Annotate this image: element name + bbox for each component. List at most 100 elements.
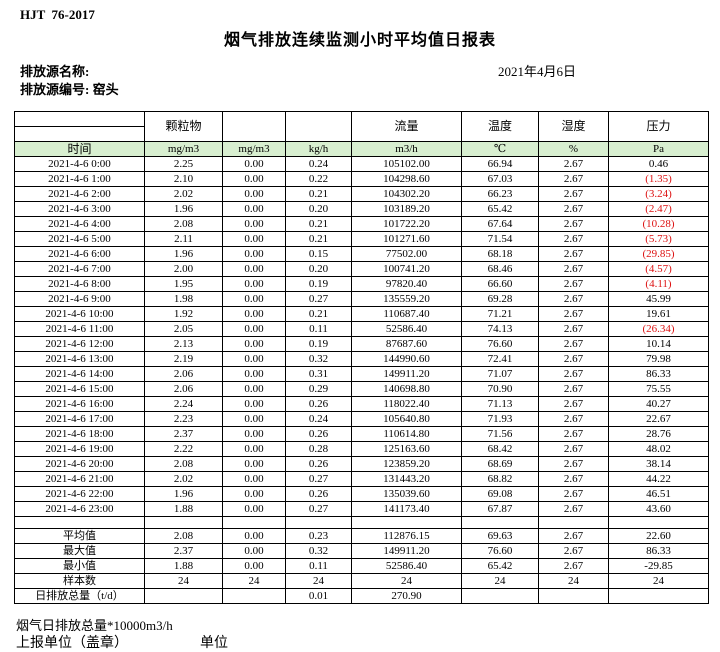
value-cell: 2.67 [538, 171, 609, 187]
unit-cell-flow: m3/h [351, 141, 462, 157]
time-cell: 2021-4-6 8:00 [14, 276, 145, 292]
summary-value-cell: 0.00 [222, 528, 286, 544]
time-cell: 2021-4-6 11:00 [14, 321, 145, 337]
value-cell: 104298.60 [351, 171, 462, 187]
value-cell: 71.54 [461, 231, 539, 247]
value-cell: 46.51 [608, 486, 709, 502]
table-row: 2021-4-6 2:00 2.02 0.00 0.21 104302.20 66.23 2… [14, 186, 709, 202]
table-row: 2021-4-6 1:00 2.10 0.00 0.22 104298.60 67.03 2… [14, 171, 709, 187]
table-row: 2021-4-6 5:00 2.11 0.00 0.21 101271.60 71.54 2… [14, 231, 709, 247]
value-cell: 0.00 [222, 501, 286, 517]
value-cell: 0.21 [285, 306, 352, 322]
total-emission-note: 烟气日排放总量*10000m3/h [16, 618, 173, 633]
time-cell: 2021-4-6 16:00 [14, 396, 145, 412]
value-cell: 0.26 [285, 426, 352, 442]
summary-value-cell: 2.67 [538, 543, 609, 559]
time-cell: 2021-4-6 20:00 [14, 456, 145, 472]
value-cell: 104302.20 [351, 186, 462, 202]
value-cell: 1.88 [144, 501, 223, 517]
value-cell: (10.28) [608, 216, 709, 232]
value-cell: 2.67 [538, 456, 609, 472]
value-cell: 0.19 [285, 336, 352, 352]
time-cell: 2021-4-6 4:00 [14, 216, 145, 232]
value-cell: 66.23 [461, 186, 539, 202]
value-cell: 77502.00 [351, 246, 462, 262]
header-blank-cell-top [14, 111, 145, 127]
summary-value-cell: 65.42 [461, 558, 539, 574]
table-row: 2021-4-6 16:00 2.24 0.00 0.26 118022.40 71.13… [14, 396, 709, 412]
summary-value-cell [538, 588, 609, 604]
table-row: 2021-4-6 21:00 2.02 0.00 0.27 131443.20 68.82… [14, 471, 709, 487]
value-cell: 2.67 [538, 216, 609, 232]
value-cell: 71.07 [461, 366, 539, 382]
value-cell: 0.00 [222, 426, 286, 442]
summary-value-cell: 86.33 [608, 543, 709, 559]
value-cell: 0.00 [222, 471, 286, 487]
time-cell: 2021-4-6 13:00 [14, 351, 145, 367]
value-cell: 75.55 [608, 381, 709, 397]
value-cell: 2.05 [144, 321, 223, 337]
time-cell: 2021-4-6 5:00 [14, 231, 145, 247]
time-column-header: 时间 [14, 141, 145, 157]
value-cell: 2.24 [144, 396, 223, 412]
summary-value-cell: -29.85 [608, 558, 709, 574]
table-row: 2021-4-6 13:00 2.19 0.00 0.32 144990.60 72.41… [14, 351, 709, 367]
value-cell: 123859.20 [351, 456, 462, 472]
value-cell: 2.19 [144, 351, 223, 367]
value-cell: 1.92 [144, 306, 223, 322]
doc-code: HJT 76-2017 [20, 7, 95, 22]
value-cell: 0.00 [222, 216, 286, 232]
time-cell: 2021-4-6 22:00 [14, 486, 145, 502]
value-cell: 71.13 [461, 396, 539, 412]
value-cell: 2.67 [538, 246, 609, 262]
value-cell: 0.26 [285, 456, 352, 472]
value-cell: 0.11 [285, 321, 352, 337]
value-cell: 2.67 [538, 336, 609, 352]
summary-row: 样本数 24 24 24 24 24 24 24 [14, 573, 709, 589]
time-cell: 2021-4-6 1:00 [14, 171, 145, 187]
value-cell: (26.34) [608, 321, 709, 337]
value-cell: 2.67 [538, 261, 609, 277]
col-header-humidity: 湿度 [538, 111, 609, 142]
value-cell: 2.67 [538, 396, 609, 412]
value-cell: (5.73) [608, 231, 709, 247]
value-cell: 2.23 [144, 411, 223, 427]
col-header-flow: 流量 [351, 111, 462, 142]
group-header-row: 颗粒物 流量 温度 湿度 压力 [14, 111, 709, 142]
value-cell: 0.19 [285, 276, 352, 292]
value-cell: 66.60 [461, 276, 539, 292]
value-cell: 2.67 [538, 366, 609, 382]
value-cell: 0.28 [285, 441, 352, 457]
value-cell: 1.96 [144, 201, 223, 217]
table-row: 2021-4-6 18:00 2.37 0.00 0.26 110614.80 71.56… [14, 426, 709, 442]
table-row: 2021-4-6 3:00 1.96 0.00 0.20 103189.20 65.42 2… [14, 201, 709, 217]
value-cell: 38.14 [608, 456, 709, 472]
summary-row: 最小值 1.88 0.00 0.11 52586.40 65.42 2.67 -29.85 [14, 558, 709, 574]
value-cell: (29.85) [608, 246, 709, 262]
summary-value-cell: 52586.40 [351, 558, 462, 574]
time-cell: 2021-4-6 12:00 [14, 336, 145, 352]
value-cell: 0.00 [222, 351, 286, 367]
time-cell: 2021-4-6 14:00 [14, 366, 145, 382]
unit-cell-mg: mg/m3 [222, 141, 286, 157]
summary-value-cell: 0.01 [285, 588, 352, 604]
value-cell: 1.96 [144, 486, 223, 502]
value-cell: 0.27 [285, 501, 352, 517]
summary-value-cell: 24 [222, 573, 286, 589]
table-row: 2021-4-6 7:00 2.00 0.00 0.20 100741.20 68.46 2… [14, 261, 709, 277]
value-cell: 2.67 [538, 321, 609, 337]
table-row: 2021-4-6 15:00 2.06 0.00 0.29 140698.80 70.90… [14, 381, 709, 397]
value-cell: 2.13 [144, 336, 223, 352]
time-cell: 2021-4-6 9:00 [14, 291, 145, 307]
value-cell: 0.00 [222, 306, 286, 322]
value-cell: 1.95 [144, 276, 223, 292]
value-cell: 2.08 [144, 456, 223, 472]
value-cell: 2.10 [144, 171, 223, 187]
value-cell: 68.82 [461, 471, 539, 487]
value-cell: 28.76 [608, 426, 709, 442]
table-row: 2021-4-6 6:00 1.96 0.00 0.15 77502.00 68.18 2.… [14, 246, 709, 262]
table-row: 2021-4-6 20:00 2.08 0.00 0.26 123859.20 68.69… [14, 456, 709, 472]
report-unit-label: 上报单位（盖章） [16, 636, 128, 651]
value-cell: 0.26 [285, 396, 352, 412]
time-cell: 2021-4-6 17:00 [14, 411, 145, 427]
